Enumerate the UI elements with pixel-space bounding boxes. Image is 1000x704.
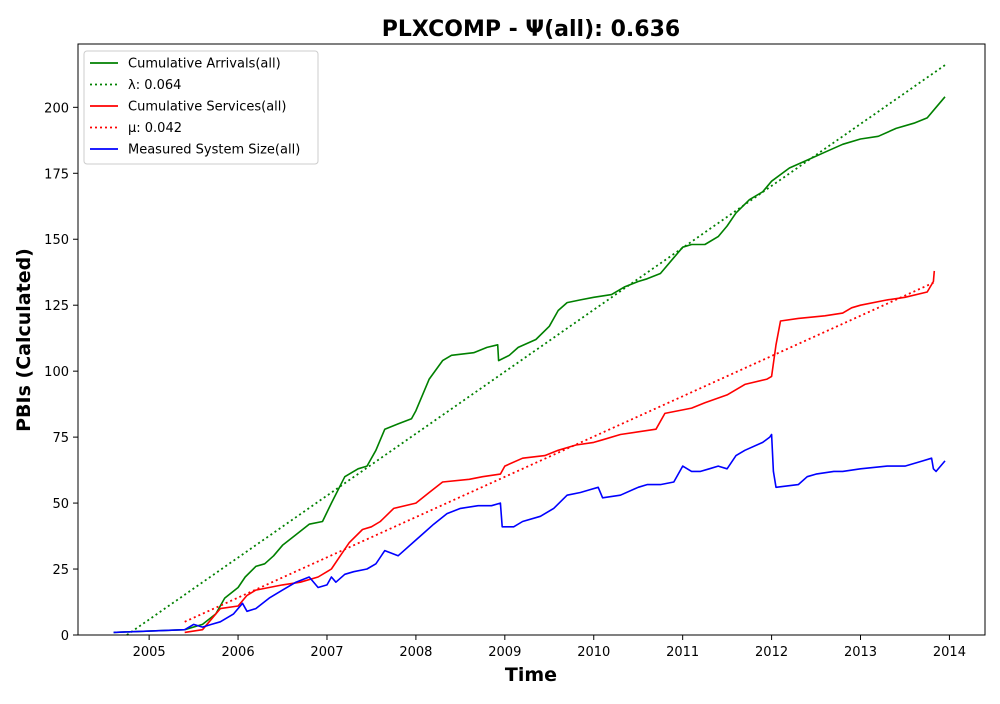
series-line-5 [113,433,946,634]
y-tick-label: 0 [61,629,69,644]
x-tick-label: 2010 [577,645,610,660]
x-axis-ticks: 2005 2006 2007 2008 2009 2010 2011 2012 2013 2014 [133,635,966,660]
legend-label: Measured System Size(all) [128,143,300,158]
legend-label: λ: 0.064 [128,78,181,93]
legend-box [83,50,319,165]
series-line-2 [126,64,946,636]
x-tick-label: 2006 [222,645,255,660]
x-tick-label: 2011 [666,645,699,660]
series-line-1 [113,96,946,634]
legend-label: μ: 0.042 [128,121,182,136]
legend: Cumulative Arrivals(all) λ: 0.064 Cumulati… [83,50,319,165]
series-line-4 [184,280,937,623]
y-axis-label: PBIs (Calculated) [13,248,35,432]
x-tick-label: 2013 [844,645,877,660]
plot-frame [77,43,986,636]
chart-title: PLXCOMP - Ψ(all): 0.636 [382,17,680,42]
x-tick-label: 2008 [399,645,432,660]
y-tick-label: 125 [44,299,69,314]
legend-label: Cumulative Arrivals(all) [128,57,281,72]
x-tick-label: 2007 [310,645,343,660]
legend-label: Cumulative Services(all) [128,100,286,115]
x-axis-label: Time [505,664,557,686]
x-tick-label: 2009 [488,645,521,660]
plot-area [113,64,946,636]
series-line-3 [184,270,936,634]
y-tick-label: 75 [52,431,69,446]
x-tick-label: 2005 [133,645,166,660]
legend-items: Cumulative Arrivals(all) λ: 0.064 Cumulati… [90,57,300,158]
y-tick-label: 175 [44,167,69,182]
y-tick-label: 150 [44,233,69,248]
y-tick-label: 100 [44,365,69,380]
y-tick-label: 25 [52,563,69,578]
y-axis-ticks: 0 25 50 75 100 125 150 175 200 [44,101,78,644]
x-tick-label: 2014 [933,645,966,660]
y-tick-label: 50 [52,497,69,512]
y-tick-label: 200 [44,101,69,116]
x-tick-label: 2012 [755,645,788,660]
